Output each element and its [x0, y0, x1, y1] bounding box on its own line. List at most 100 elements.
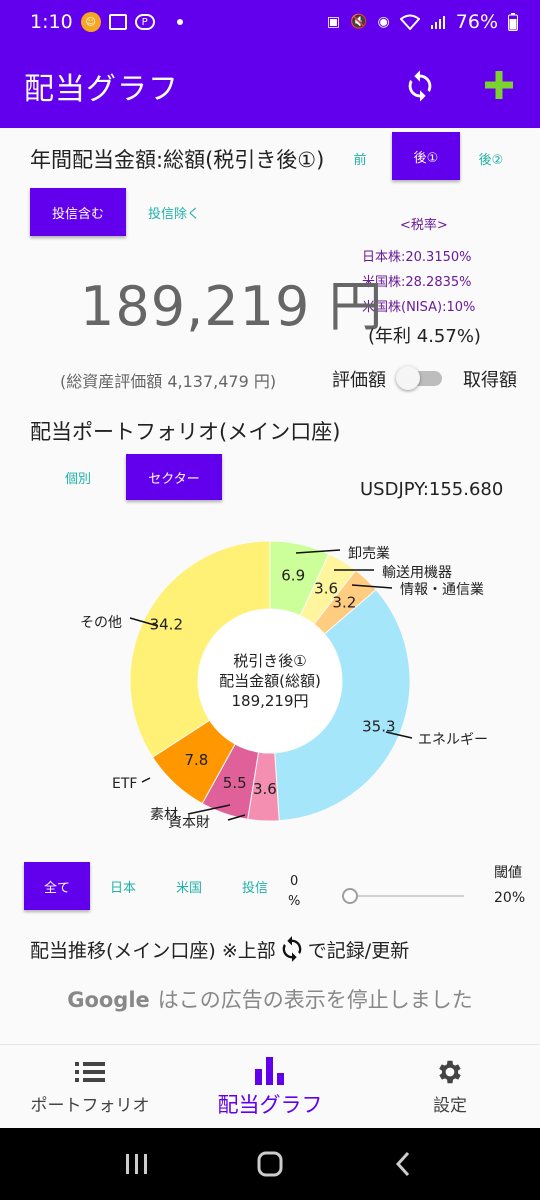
threshold-label: 閾値	[494, 865, 522, 881]
annual-dividend-title: 年間配当金額:総額(税引き後①)	[30, 148, 325, 172]
home-icon	[257, 1151, 283, 1177]
battery-saver-icon: ▣	[326, 14, 341, 30]
slice-label-transport-equipment: 輸送用機器	[382, 565, 452, 581]
slice-value-wholesale: 6.9	[281, 567, 305, 585]
slice-value-capital-goods: 3.6	[253, 780, 277, 798]
slider-track	[342, 895, 464, 897]
toggle-label-valuation: 評価額	[332, 370, 386, 391]
tax-rate-us: 米国株:28.2835%	[362, 275, 472, 290]
slice-label-energy: エネルギー	[418, 732, 488, 748]
refresh-icon	[282, 936, 302, 962]
slice-value-other: 34.2	[150, 616, 183, 634]
battery-percent: 76%	[455, 11, 498, 33]
donut-center	[198, 609, 342, 753]
center-text-line-1: 税引き後①	[233, 652, 306, 670]
nav-dividend-graph-label: 配当グラフ	[217, 1092, 323, 1117]
home-button[interactable]	[250, 1144, 290, 1184]
donut-svg: 6.93.63.235.33.65.57.834.2卸売業輸送用機器情報・通信業…	[80, 540, 488, 831]
refresh-button[interactable]	[400, 66, 440, 106]
ad-stopped-text: はこの広告の表示を停止しました	[157, 988, 473, 1012]
slice-value-transport-equipment: 3.6	[314, 580, 338, 598]
bottom-navigation: ポートフォリオ 配当グラフ 設定	[0, 1044, 540, 1128]
app-bar: 配当グラフ	[0, 44, 540, 128]
nav-settings[interactable]: 設定	[360, 1045, 540, 1128]
image-notification-icon	[108, 14, 127, 30]
location-icon: ◉	[377, 14, 390, 30]
tax-rate-header: <税率>	[400, 218, 448, 233]
usdjpy-rate: USDJPY:155.680	[360, 479, 504, 500]
nav-settings-label: 設定	[433, 1096, 467, 1116]
filter-us[interactable]: 米国	[175, 880, 202, 896]
annual-dividend-amount: 189,219 円	[80, 275, 384, 338]
nav-portfolio-label: ポートフォリオ	[30, 1096, 150, 1116]
tax-rate-japan: 日本株:20.3150%	[362, 250, 472, 265]
slice-label-info-comm: 情報・通信業	[400, 582, 484, 598]
app-notification-icon: ☺	[80, 12, 101, 32]
center-text-line-3: 189,219円	[231, 692, 308, 710]
more-notifications-icon	[176, 19, 183, 25]
threshold-min: 0 %	[288, 872, 300, 912]
signal-icon	[430, 14, 446, 30]
recent-apps-icon	[125, 1154, 147, 1174]
leader-line-info-comm	[351, 584, 393, 589]
tax-rate-us-nisa: 米国株(NISA):10%	[362, 300, 476, 315]
bar-chart-icon	[254, 1055, 286, 1085]
nav-dividend-graph[interactable]: 配当グラフ	[180, 1045, 360, 1128]
refresh-icon	[408, 70, 432, 102]
battery-icon	[508, 13, 518, 31]
center-text-line-2: 配当金額(総額)	[219, 672, 321, 690]
filter-funds[interactable]: 投信	[241, 880, 268, 896]
threshold-slider[interactable]	[334, 886, 464, 906]
list-icon	[75, 1057, 105, 1087]
dividend-trend-title: 配当推移(メイン口座) ※上部 で記録/更新	[30, 935, 409, 963]
leader-line-capital-goods	[227, 814, 246, 821]
include-funds-button[interactable]: 投信含む	[30, 188, 126, 236]
slice-value-materials: 5.5	[223, 774, 247, 792]
slice-value-energy: 35.3	[362, 718, 395, 736]
threshold-value: 20%	[494, 890, 526, 906]
gear-icon	[435, 1057, 465, 1087]
tab-after-tax-2[interactable]: 後②	[478, 152, 504, 168]
threshold-min-unit: %	[288, 894, 301, 909]
system-navigation	[0, 1128, 540, 1200]
tab-before-tax[interactable]: 前	[353, 152, 367, 168]
leader-line-other	[129, 617, 159, 627]
slice-label-materials: 素材	[150, 807, 178, 823]
back-button[interactable]	[383, 1144, 423, 1184]
slider-thumb[interactable]	[342, 888, 358, 904]
parking-notification-icon: P	[134, 14, 155, 30]
slice-value-etf: 7.8	[184, 751, 208, 769]
mute-icon: 🔇	[350, 14, 368, 30]
leader-line-materials	[187, 804, 231, 815]
slice-label-wholesale: 卸売業	[348, 546, 390, 562]
sector-donut-chart: 6.9 3.6 3.2 35.3 3.6 5.5 7.8 34.2 卸売業 輸送用機器 情報・通信業…	[0, 520, 540, 840]
leader-line-wholesale	[295, 549, 341, 554]
slice-label-etf: ETF	[112, 776, 137, 792]
recent-apps-button[interactable]	[117, 1144, 157, 1184]
filter-japan[interactable]: 日本	[109, 880, 136, 896]
slice-label-other: その他	[80, 615, 122, 631]
toggle-label-acquisition: 取得額	[463, 370, 517, 391]
nav-portfolio[interactable]: ポートフォリオ	[0, 1045, 180, 1128]
valuation-acquisition-switch[interactable]	[396, 366, 446, 390]
google-logo: Google	[67, 988, 150, 1012]
filter-all[interactable]: 全て	[24, 862, 90, 910]
tab-individual[interactable]: 個別	[64, 471, 91, 487]
ad-stopped-notice: Google はこの広告の表示を停止しました	[0, 984, 540, 1014]
portfolio-title: 配当ポートフォリオ(メイン口座)	[30, 420, 341, 444]
add-button[interactable]	[478, 64, 520, 106]
wifi-icon	[399, 14, 420, 30]
slice-label-capital-goods: 資本財	[168, 815, 210, 831]
status-bar: 1:10 ☺ P ▣ 🔇 ◉ 76%	[0, 0, 540, 44]
back-icon	[396, 1151, 410, 1177]
tab-sector[interactable]: セクター	[126, 454, 222, 500]
exclude-funds-button[interactable]: 投信除く	[147, 206, 200, 222]
threshold-min-value: 0	[290, 874, 299, 889]
switch-thumb	[396, 366, 420, 390]
slice-value-info-comm: 3.2	[332, 594, 356, 612]
plus-icon	[485, 71, 513, 99]
app-title: 配当グラフ	[24, 72, 179, 107]
leader-line-etf	[141, 777, 151, 783]
annual-yield: (年利 4.57%)	[368, 326, 481, 347]
tab-after-tax-1[interactable]: 後①	[392, 132, 460, 180]
